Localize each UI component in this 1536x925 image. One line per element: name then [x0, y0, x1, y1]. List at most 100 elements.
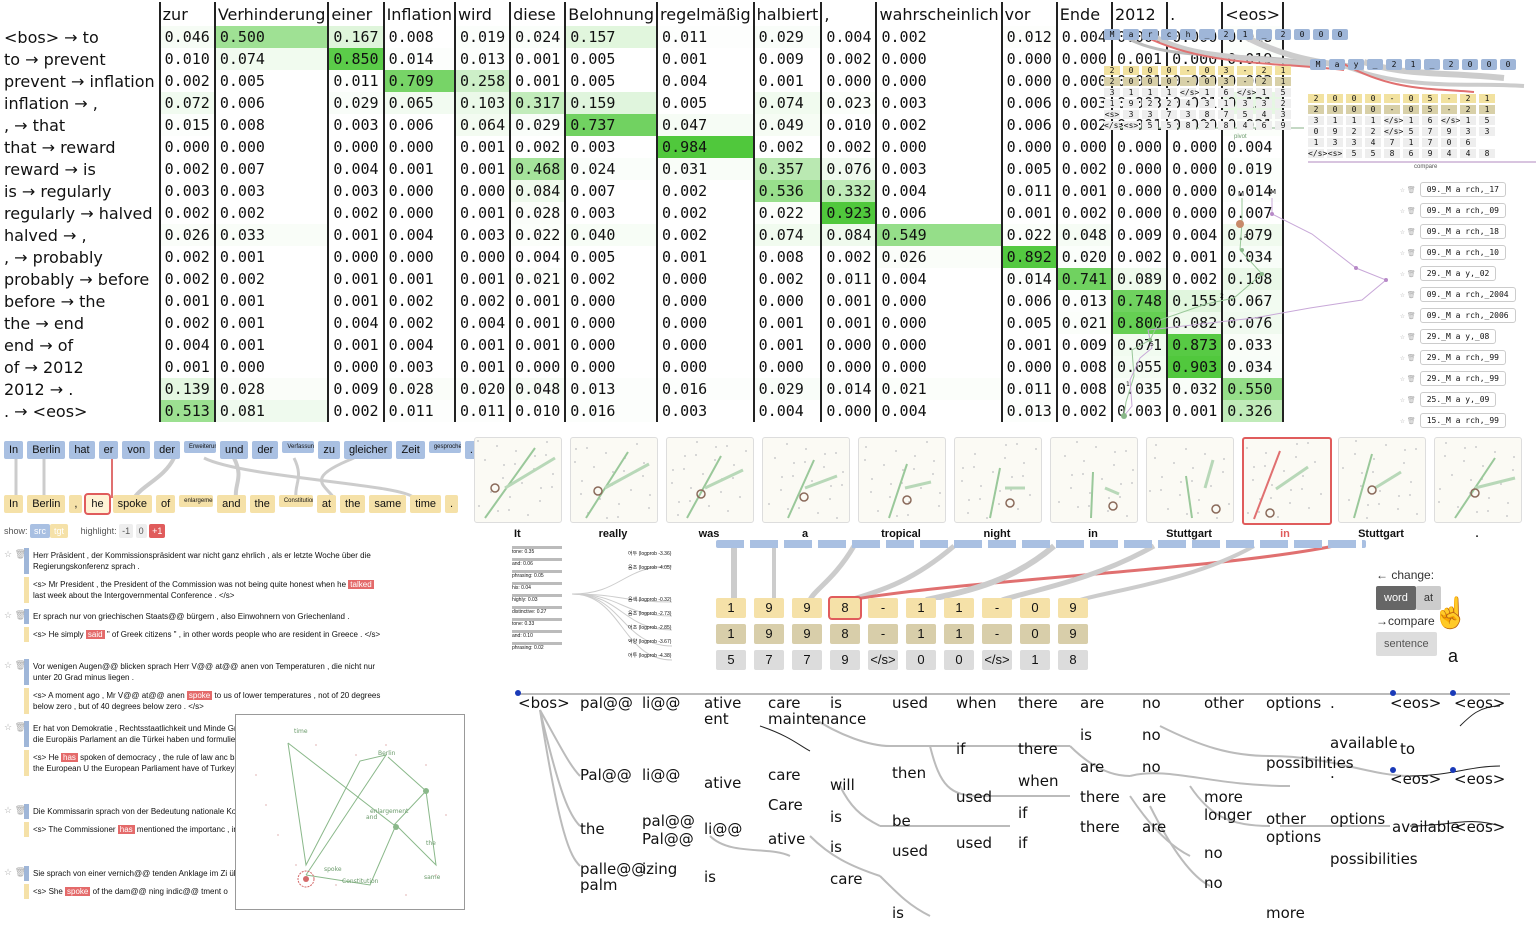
star-icon[interactable]: ☆ [1400, 248, 1405, 257]
trash-icon[interactable]: 🗑 [1406, 291, 1416, 299]
beam-word[interactable]: no [1142, 694, 1161, 712]
beam-word[interactable]: li@@ [642, 694, 681, 712]
candidate-row[interactable]: ☆ 🗑 15._M a rch,_99 [1400, 413, 1516, 434]
digit-cell[interactable]: 9 [792, 598, 822, 618]
digit-cell[interactable]: 1 [944, 598, 974, 618]
beam-projection-plot[interactable]: M M a 2 5 1 [1110, 180, 1400, 430]
show-tgt-button[interactable]: tgt [50, 524, 69, 538]
source-token[interactable]: Verfassung [282, 441, 315, 453]
digit-cell[interactable]: - [982, 624, 1012, 644]
source-token[interactable]: von [122, 441, 151, 459]
beam-word[interactable]: <bos> [518, 694, 570, 712]
target-token[interactable]: the [249, 495, 275, 513]
attention-thumbnail[interactable] [1434, 437, 1522, 523]
slider-track[interactable] [512, 606, 562, 609]
example-item[interactable]: ☆ 🗑 Herr Präsident , der Kommissionspräsi… [4, 548, 392, 603]
beam-word[interactable]: there [1080, 818, 1120, 836]
candidate-row[interactable]: ☆ 🗑 09._M a rch,_17 [1400, 182, 1516, 203]
digit-cell[interactable]: 0 [944, 650, 974, 670]
trash-icon[interactable]: 🗑 [1406, 333, 1416, 341]
digit-cell[interactable]: - [982, 598, 1012, 618]
star-icon[interactable]: ☆ [1400, 206, 1405, 215]
source-token[interactable]: Berlin [27, 441, 66, 459]
beam-word[interactable]: be [892, 812, 911, 830]
beam-word[interactable]: there [1018, 694, 1058, 712]
beam-word[interactable]: Care [768, 796, 803, 814]
beam-word[interactable]: more [1204, 788, 1243, 806]
candidate-row[interactable]: ☆ 🗑 09._M a rch,_2006 [1400, 308, 1516, 329]
thumbnail-word[interactable]: . [1475, 528, 1479, 540]
trash-icon[interactable]: 🗑 [1406, 375, 1416, 383]
highlight-minus-button[interactable]: -1 [119, 524, 134, 538]
digit-cell[interactable]: 7 [792, 650, 822, 670]
logprob-item[interactable]: 어투 (logprob -4.38) [628, 653, 672, 659]
thumbnail-word[interactable]: in [1280, 528, 1290, 540]
beam-word[interactable]: if [1018, 804, 1028, 822]
digit-cell[interactable]: 1 [906, 598, 936, 618]
beam-word[interactable]: ent [704, 710, 729, 728]
candidate-row[interactable]: ☆ 🗑 29._M a rch,_99 [1400, 371, 1516, 392]
beam-word[interactable]: there [1018, 740, 1058, 758]
digit-cell[interactable]: 9 [830, 650, 860, 670]
beam-word[interactable]: maintenance [768, 710, 867, 728]
beam-word[interactable]: li@@ [642, 766, 681, 784]
trash-icon[interactable]: 🗑 [1406, 207, 1416, 215]
example-item[interactable]: ☆ 🗑 Vor wenigen Augen@@ blicken sprach He… [4, 659, 392, 714]
thumbnail-word[interactable]: a [801, 528, 809, 540]
trash-icon[interactable]: 🗑 [1406, 186, 1416, 194]
beam-word[interactable]: then [892, 764, 927, 782]
beam-word[interactable]: ative [768, 830, 806, 848]
show-src-button[interactable]: src [30, 524, 51, 538]
star-icon[interactable]: ☆ [1400, 416, 1405, 425]
target-token[interactable]: enlargement [179, 495, 214, 507]
slider-track[interactable] [512, 570, 562, 573]
attention-thumbnail[interactable] [954, 437, 1042, 523]
trash-icon[interactable]: 🗑 [1406, 396, 1416, 404]
beam-word[interactable]: palle@@ [580, 860, 647, 878]
attention-button[interactable]: at [1415, 586, 1442, 610]
prob-slider-item[interactable]: tone: 0.35 [512, 546, 562, 558]
beam-word[interactable]: is [704, 868, 716, 886]
candidate-row[interactable]: ☆ 🗑 09._M a rch,_09 [1400, 203, 1516, 224]
beam-word[interactable]: there [1080, 788, 1120, 806]
target-token[interactable]: of [155, 495, 176, 513]
attention-thumbnail[interactable] [666, 437, 754, 523]
digit-cell[interactable]: 1 [906, 624, 936, 644]
beam-word[interactable]: pal@@ [580, 694, 633, 712]
logprob-item[interactable]: 억양 (logprob -3.67) [628, 639, 672, 645]
beam-word[interactable]: <eos> [1454, 694, 1506, 712]
beam-word[interactable]: used [956, 834, 993, 852]
star-icon[interactable]: ☆ [1400, 185, 1405, 194]
star-trash-icon[interactable]: ☆ 🗑 [4, 805, 26, 815]
beam-word[interactable]: <eos> [1390, 694, 1442, 712]
beam-word[interactable]: used [956, 788, 993, 806]
attention-thumbnail[interactable] [1050, 437, 1138, 523]
digit-cell[interactable]: 1 [716, 598, 746, 618]
thumbnail-word[interactable]: tropical [881, 528, 921, 540]
digit-cell[interactable]: 5 [716, 650, 746, 670]
attention-thumbnail[interactable] [1242, 437, 1332, 525]
star-icon[interactable]: ☆ [1400, 290, 1405, 299]
candidate-row[interactable]: ☆ 🗑 29._M a rch,_99 [1400, 350, 1516, 371]
example-item[interactable]: ☆ 🗑 Er hat von Demokratie , Rechtsstaatli… [4, 721, 392, 776]
prob-slider-item[interactable]: distinctive: 0.27 [512, 606, 562, 618]
thumbnail-word[interactable]: night [983, 528, 1011, 540]
digit-cell[interactable]: 7 [754, 650, 784, 670]
attention-thumbnail[interactable] [1146, 437, 1234, 523]
trash-icon[interactable]: 🗑 [1406, 354, 1416, 362]
digit-cell[interactable]: 9 [792, 624, 822, 644]
beam-word[interactable]: options [1266, 828, 1322, 846]
example-item[interactable]: ☆ 🗑 Er sprach nur von griechischen Staats… [4, 609, 392, 642]
target-token[interactable]: Berlin [27, 495, 66, 513]
digit-cell[interactable]: 1 [716, 624, 746, 644]
beam-word[interactable]: is [830, 808, 842, 826]
slider-track[interactable] [512, 618, 562, 621]
source-token[interactable]: und [220, 441, 249, 459]
beam-word[interactable]: other [1266, 810, 1306, 828]
slider-track[interactable] [512, 546, 562, 549]
trash-icon[interactable]: 🗑 [1406, 228, 1416, 236]
beam-word[interactable]: will [830, 776, 855, 794]
star-trash-icon[interactable]: ☆ 🗑 [4, 722, 26, 732]
star-icon[interactable]: ☆ [1400, 227, 1405, 236]
beam-word[interactable]: <eos> [1390, 770, 1442, 788]
